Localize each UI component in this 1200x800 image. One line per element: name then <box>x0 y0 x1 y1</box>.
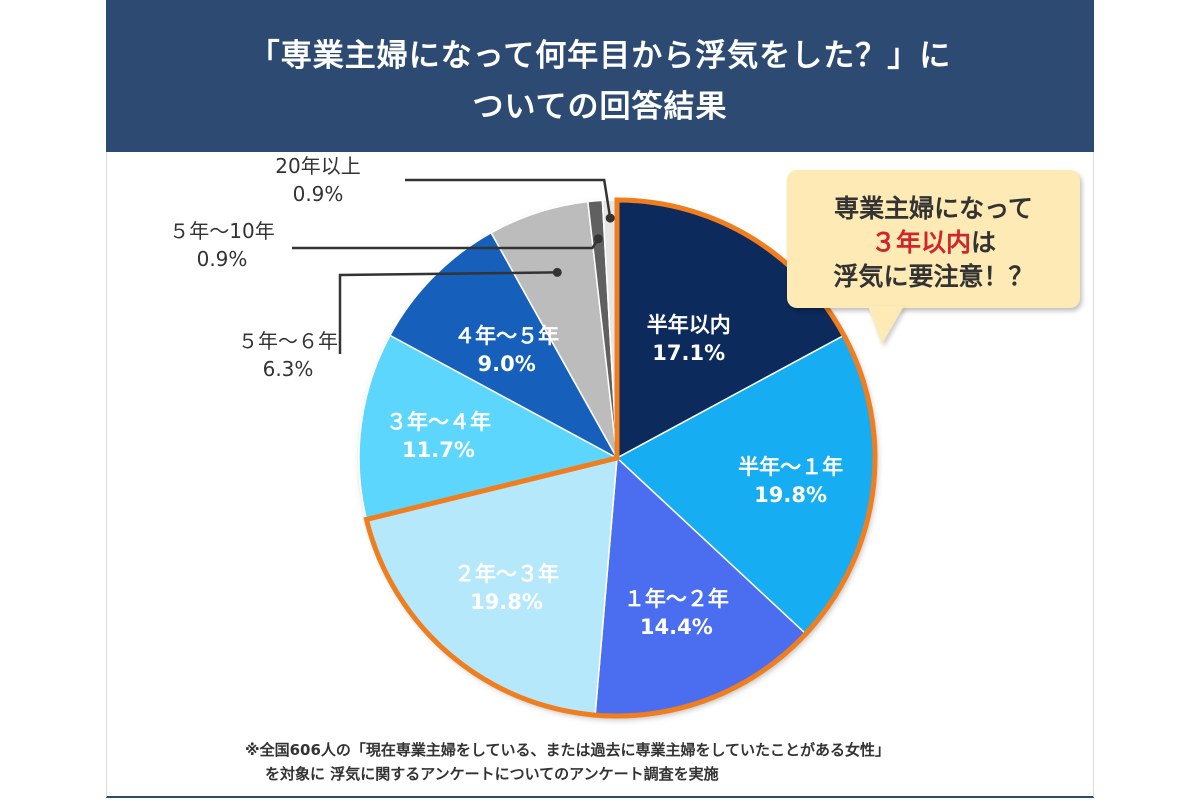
chart-title-line1: 「専業主婦になって何年目から浮気をした？」に <box>248 38 952 74</box>
leader-line-9 <box>405 178 612 219</box>
leader-dot-8 <box>593 234 603 244</box>
callout-box: 専業主婦になって ３年以内は 浮気に要注意！？ <box>787 170 1080 308</box>
callout-line2-rest: は <box>971 228 997 257</box>
footnote-line2: を対象に 浮気に関するアンケートについてのアンケート調査を実施 <box>265 765 719 783</box>
slice-label-1: 半年以内 <box>647 313 731 337</box>
slice-label-8: ５年～10年 <box>169 219 274 243</box>
slice-value-4: 19.8% <box>470 590 543 614</box>
chart-header: 「専業主婦になって何年目から浮気をした？」に ついての回答結果 <box>106 0 1094 152</box>
leader-line-7 <box>338 271 558 354</box>
slice-value-6: 9.0% <box>478 352 536 376</box>
footnote: ※全国606人の「現在専業主婦をしている、または過去に専業主婦をしていたことがあ… <box>245 738 890 786</box>
slice-label-6: ４年～５年 <box>454 324 559 348</box>
slice-label-9: 20年以上 <box>275 154 360 178</box>
footnote-line1: ※全国606人の「現在専業主婦をしている、または過去に専業主婦をしていたことがあ… <box>245 741 890 759</box>
leader-dot-7 <box>552 267 562 277</box>
slice-value-8: 0.9% <box>197 247 248 271</box>
callout-text: 専業主婦になって ３年以内は 浮気に要注意！？ <box>787 192 1080 294</box>
pie-slice-6 <box>388 231 619 460</box>
leader-dot-9 <box>605 213 615 223</box>
slice-label-2: 半年～１年 <box>738 455 843 479</box>
slice-value-1: 17.1% <box>652 341 725 365</box>
callout-highlight: ３年以内 <box>870 228 971 257</box>
slice-label-5: ３年～４年 <box>386 410 491 434</box>
slice-value-5: 11.7% <box>402 438 475 462</box>
slice-value-9: 0.9% <box>293 182 344 206</box>
slice-label-3: １年～２年 <box>624 587 729 611</box>
slice-value-7: 6.3% <box>263 357 314 381</box>
callout-pointer <box>868 306 904 344</box>
slice-value-2: 19.8% <box>754 483 827 507</box>
callout-line1: 専業主婦になって <box>834 194 1033 223</box>
chart-title-line2: ついての回答結果 <box>472 89 728 125</box>
callout-line3: 浮気に要注意！？ <box>833 262 1034 291</box>
slice-label-7: ５年～６年 <box>238 329 338 353</box>
slice-label-4: ２年～３年 <box>454 562 559 586</box>
slice-value-3: 14.4% <box>640 615 713 639</box>
highlight-outline <box>363 197 878 719</box>
